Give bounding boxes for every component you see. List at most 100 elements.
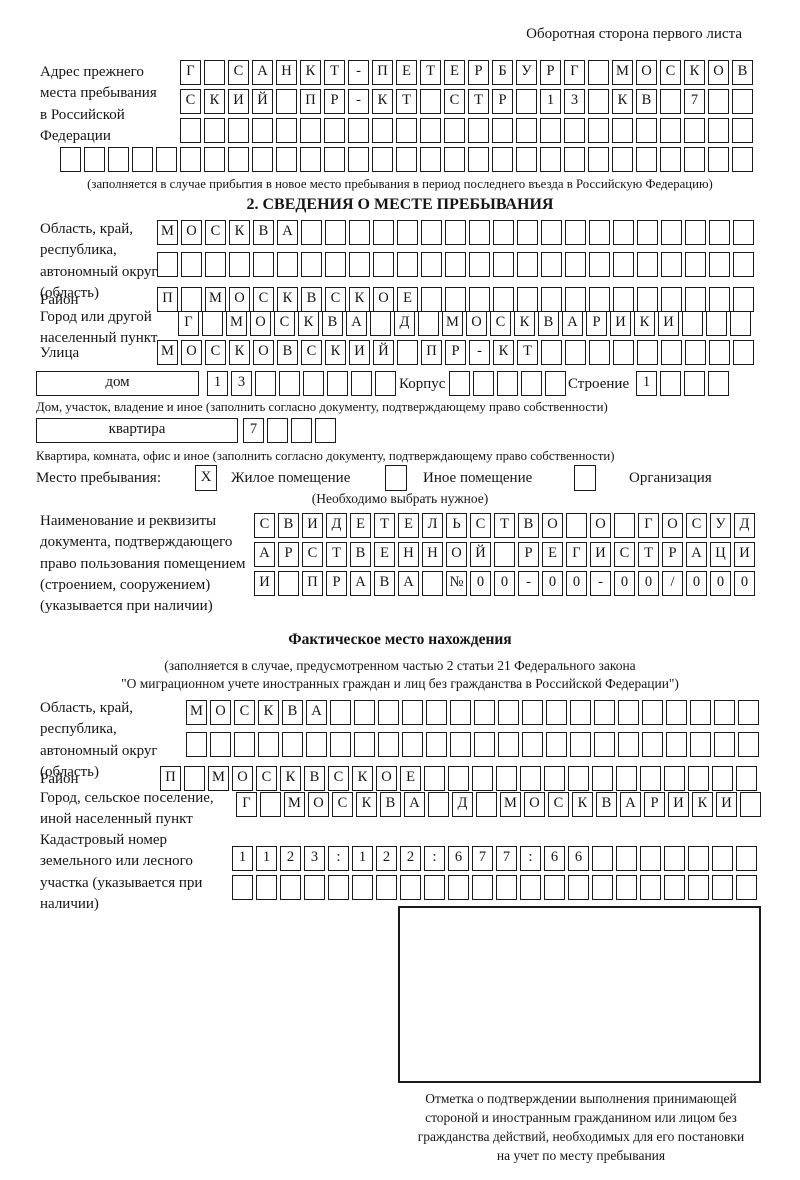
char-cell[interactable]: Р [492,89,513,114]
char-cell[interactable] [420,118,441,143]
char-cell[interactable] [354,732,375,757]
char-cell[interactable]: М [186,700,207,725]
char-cell[interactable] [589,252,610,277]
char-cell[interactable] [685,340,706,365]
char-cell[interactable] [540,118,561,143]
char-cell[interactable] [522,732,543,757]
char-cell[interactable]: К [277,287,298,312]
char-cell[interactable] [60,147,81,172]
char-cell[interactable] [397,220,418,245]
char-cell[interactable]: К [298,311,319,336]
char-cell[interactable] [642,732,663,757]
char-cell[interactable]: Р [662,542,683,567]
char-cell[interactable] [570,732,591,757]
char-cell[interactable] [714,700,735,725]
char-cell[interactable] [732,89,753,114]
char-cell[interactable]: : [520,846,541,871]
char-cell[interactable]: С [325,287,346,312]
char-cell[interactable]: Й [373,340,394,365]
char-cell[interactable] [424,766,445,791]
char-cell[interactable] [520,875,541,900]
char-cell[interactable]: С [660,60,681,85]
char-cell[interactable] [706,311,727,336]
char-cell[interactable]: С [205,220,226,245]
char-cell[interactable] [349,252,370,277]
char-cell[interactable]: 6 [448,846,469,871]
char-cell[interactable]: Р [278,542,299,567]
char-cell[interactable]: В [282,700,303,725]
char-cell[interactable]: 1 [232,846,253,871]
char-cell[interactable] [449,371,470,396]
char-cell[interactable] [592,875,613,900]
char-cell[interactable] [516,118,537,143]
char-cell[interactable] [708,371,729,396]
char-cell[interactable] [516,147,537,172]
char-cell[interactable] [636,118,657,143]
char-cell[interactable]: С [686,513,707,538]
char-cell[interactable]: А [346,311,367,336]
char-cell[interactable]: - [590,571,611,596]
char-cell[interactable]: И [658,311,679,336]
char-cell[interactable] [279,371,300,396]
char-cell[interactable] [448,766,469,791]
char-cell[interactable] [642,700,663,725]
char-cell[interactable]: А [277,220,298,245]
char-cell[interactable]: И [228,89,249,114]
char-cell[interactable]: А [254,542,275,567]
char-cell[interactable] [709,220,730,245]
char-cell[interactable] [733,220,754,245]
char-cell[interactable]: - [348,60,369,85]
char-cell[interactable] [420,89,441,114]
char-cell[interactable]: В [518,513,539,538]
char-cell[interactable]: Т [420,60,441,85]
char-cell[interactable] [709,287,730,312]
char-cell[interactable] [228,118,249,143]
char-cell[interactable]: Г [236,792,257,817]
char-cell[interactable] [496,766,517,791]
char-cell[interactable] [546,700,567,725]
char-cell[interactable]: Б [492,60,513,85]
char-cell[interactable] [210,732,231,757]
char-cell[interactable]: Р [445,340,466,365]
char-cell[interactable] [496,875,517,900]
residence-checkbox-other-premise[interactable] [385,465,407,491]
char-cell[interactable]: Г [564,60,585,85]
char-cell[interactable] [613,287,634,312]
char-cell[interactable] [472,875,493,900]
char-cell[interactable] [517,252,538,277]
char-cell[interactable]: Е [444,60,465,85]
char-cell[interactable]: 1 [352,846,373,871]
char-cell[interactable]: И [716,792,737,817]
char-cell[interactable] [256,875,277,900]
char-cell[interactable]: С [548,792,569,817]
char-cell[interactable] [520,766,541,791]
char-cell[interactable] [637,287,658,312]
char-cell[interactable] [351,371,372,396]
char-cell[interactable] [474,732,495,757]
char-cell[interactable] [733,340,754,365]
char-cell[interactable]: О [232,766,253,791]
char-cell[interactable] [661,220,682,245]
char-cell[interactable] [736,766,757,791]
char-cell[interactable]: В [301,287,322,312]
char-cell[interactable] [640,846,661,871]
char-cell[interactable]: С [332,792,353,817]
char-cell[interactable] [738,732,759,757]
char-cell[interactable] [616,846,637,871]
char-cell[interactable]: К [349,287,370,312]
char-cell[interactable] [328,875,349,900]
char-cell[interactable]: Т [494,513,515,538]
char-cell[interactable]: С [228,60,249,85]
char-cell[interactable] [378,700,399,725]
char-cell[interactable]: 0 [638,571,659,596]
char-cell[interactable] [234,732,255,757]
char-cell[interactable]: И [734,542,755,567]
char-cell[interactable] [474,700,495,725]
char-cell[interactable] [468,147,489,172]
char-cell[interactable] [738,700,759,725]
char-cell[interactable] [372,147,393,172]
char-cell[interactable] [157,252,178,277]
char-cell[interactable]: Е [397,287,418,312]
char-cell[interactable]: 0 [542,571,563,596]
char-cell[interactable] [84,147,105,172]
